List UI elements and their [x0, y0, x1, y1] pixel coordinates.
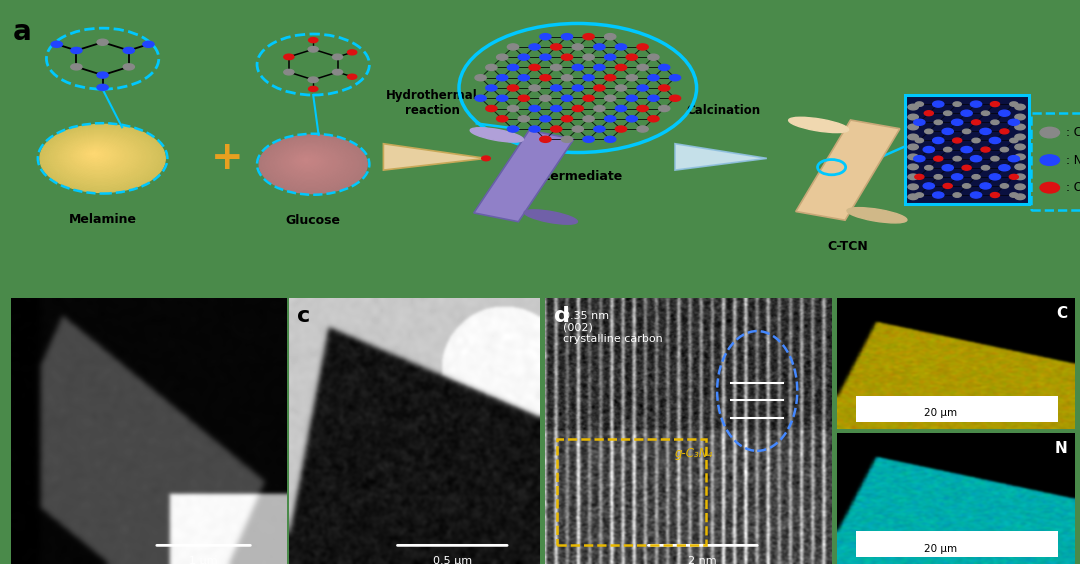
Circle shape [1010, 193, 1018, 197]
Circle shape [648, 116, 659, 122]
Circle shape [497, 116, 508, 122]
Text: 0.5 μm: 0.5 μm [433, 556, 472, 564]
Circle shape [58, 134, 140, 179]
Circle shape [296, 155, 319, 167]
Circle shape [50, 129, 153, 186]
Circle shape [951, 174, 962, 180]
Circle shape [60, 135, 138, 178]
Circle shape [260, 136, 365, 192]
Circle shape [637, 105, 648, 112]
Circle shape [924, 111, 933, 116]
Circle shape [583, 116, 594, 122]
FancyBboxPatch shape [856, 531, 1058, 557]
Circle shape [83, 148, 109, 162]
Circle shape [982, 165, 989, 170]
Circle shape [572, 105, 583, 112]
Circle shape [540, 34, 551, 39]
Circle shape [262, 136, 363, 191]
Circle shape [594, 85, 605, 91]
Text: b: b [19, 306, 35, 326]
Circle shape [923, 147, 934, 153]
Circle shape [605, 136, 616, 142]
Ellipse shape [524, 210, 578, 224]
Circle shape [583, 74, 594, 81]
Circle shape [990, 156, 999, 161]
Circle shape [915, 138, 923, 143]
Circle shape [915, 102, 923, 107]
Circle shape [1015, 144, 1025, 150]
Circle shape [286, 149, 332, 174]
Circle shape [284, 54, 294, 60]
Circle shape [637, 64, 648, 70]
Circle shape [79, 146, 113, 164]
Circle shape [1040, 182, 1059, 193]
Circle shape [953, 102, 961, 107]
Circle shape [333, 69, 342, 75]
Circle shape [933, 138, 944, 143]
Circle shape [572, 85, 583, 91]
Circle shape [273, 143, 348, 183]
FancyBboxPatch shape [856, 396, 1058, 422]
Circle shape [97, 39, 108, 45]
Circle shape [962, 165, 971, 170]
Circle shape [914, 119, 924, 125]
Circle shape [529, 64, 540, 70]
Circle shape [908, 194, 918, 200]
Circle shape [990, 192, 999, 197]
Circle shape [972, 138, 981, 143]
Circle shape [924, 165, 933, 170]
Circle shape [923, 183, 934, 189]
Circle shape [540, 54, 551, 60]
Circle shape [518, 74, 529, 81]
Circle shape [486, 64, 497, 70]
Circle shape [518, 116, 529, 122]
Circle shape [583, 95, 594, 102]
Circle shape [980, 183, 991, 189]
Circle shape [64, 138, 133, 175]
Text: 20 μm: 20 μm [923, 544, 957, 553]
Circle shape [1015, 104, 1025, 110]
Circle shape [275, 144, 346, 182]
Circle shape [91, 152, 99, 156]
Circle shape [84, 149, 106, 160]
Circle shape [497, 74, 508, 81]
Text: : O: : O [1066, 181, 1080, 194]
Circle shape [289, 151, 327, 171]
Circle shape [43, 126, 160, 190]
Text: 0.35 nm
(002)
crystalline carbon: 0.35 nm (002) crystalline carbon [563, 311, 662, 344]
Circle shape [48, 129, 156, 187]
Circle shape [266, 138, 359, 189]
Circle shape [529, 126, 540, 132]
Circle shape [348, 50, 356, 55]
Circle shape [1015, 184, 1025, 190]
Circle shape [971, 192, 982, 198]
Circle shape [616, 85, 626, 91]
Circle shape [45, 127, 158, 188]
Circle shape [933, 192, 944, 198]
Circle shape [972, 120, 981, 125]
Circle shape [308, 77, 319, 82]
Circle shape [915, 174, 923, 179]
Text: Glucose: Glucose [286, 214, 340, 227]
Circle shape [915, 193, 923, 197]
Circle shape [605, 34, 616, 39]
Circle shape [264, 138, 361, 190]
Circle shape [616, 44, 626, 50]
Circle shape [475, 95, 486, 102]
Circle shape [518, 54, 529, 60]
Polygon shape [675, 144, 767, 170]
Circle shape [944, 111, 951, 116]
Circle shape [562, 116, 572, 122]
Ellipse shape [788, 117, 849, 133]
Circle shape [70, 140, 126, 171]
Circle shape [908, 104, 918, 110]
Circle shape [97, 85, 108, 90]
Circle shape [989, 174, 1000, 180]
Circle shape [508, 105, 518, 112]
Circle shape [943, 183, 953, 188]
Circle shape [605, 54, 616, 60]
Circle shape [1009, 156, 1020, 162]
Circle shape [295, 154, 321, 168]
Text: f: f [845, 437, 852, 455]
Circle shape [123, 64, 134, 70]
